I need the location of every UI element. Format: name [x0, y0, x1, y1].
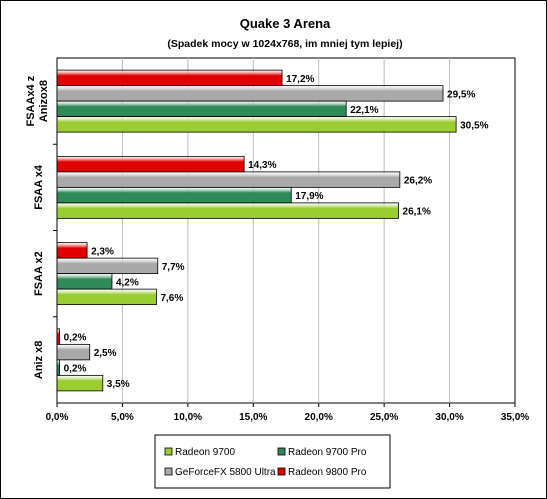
data-label: 22,1% [350, 105, 378, 116]
legend-swatch [277, 467, 286, 476]
x-tick-label: 30,0% [435, 412, 463, 423]
data-label: 0,2% [64, 333, 87, 344]
data-label: 7,6% [160, 293, 183, 304]
bar [56, 359, 61, 376]
data-label: 3,5% [107, 379, 130, 390]
data-label: 0,2% [64, 364, 87, 375]
bar [56, 116, 457, 133]
bar [56, 155, 245, 173]
x-tick-label: 15,0% [239, 412, 267, 423]
data-label: 4,2% [116, 277, 139, 288]
legend-box [154, 434, 391, 489]
legend-label: Radeon 9700 Pro [288, 447, 367, 458]
x-tick-label: 25,0% [370, 412, 398, 423]
data-label: 30,5% [460, 120, 488, 131]
data-label: 26,1% [403, 207, 431, 218]
category-label: Aniz x8 [33, 341, 45, 380]
data-label: 14,3% [248, 160, 276, 171]
x-axis: 0,0% 5,0% 10,0% 15,0% 20,0% 25,0% 30,0% 35,0% [46, 403, 529, 423]
bar [56, 343, 91, 361]
data-label: 2,3% [91, 246, 114, 257]
category-label: FSAA x4 [33, 164, 45, 210]
chart-title: Quake 3 Arena [240, 16, 331, 31]
data-label: 29,5% [447, 89, 475, 100]
bar [56, 202, 399, 219]
legend: Radeon 9700 Radeon 9700 Pro GeForceFX 5800… [154, 434, 391, 489]
legend-label: GeForceFX 5800 Ultra [175, 467, 276, 478]
bar [56, 273, 113, 290]
bar [56, 288, 157, 306]
bar [56, 171, 401, 188]
category-label: FSAA x2 [33, 251, 45, 296]
legend-label: Radeon 9700 [175, 447, 235, 458]
bar [56, 85, 444, 102]
bar [56, 257, 159, 275]
x-tick-label: 20,0% [305, 412, 333, 423]
bar [56, 374, 104, 392]
bar [56, 328, 61, 345]
data-label: 26,2% [404, 176, 432, 187]
bar [56, 242, 88, 259]
y-axis: FSAAx4 zAnizox8 FSAA x4 FSAA x2 Aniz x8 [25, 75, 57, 379]
bar [56, 69, 283, 87]
bar [56, 186, 292, 204]
x-tick-label: 10,0% [174, 412, 202, 423]
legend-swatch [164, 467, 173, 476]
bars: 17,2% 29,5% 22,1% 30,5% 14,3% 26,2% 17,9% 26,1%… [56, 69, 489, 392]
legend-swatch [164, 447, 173, 456]
data-label: 2,5% [94, 348, 117, 359]
chart-subtitle: (Spadek mocy w 1024x768, im mniej tym le… [167, 38, 402, 50]
data-label: 17,2% [286, 74, 314, 85]
category-label: FSAAx4 zAnizox8 [25, 75, 50, 126]
x-tick-label: 0,0% [46, 412, 69, 423]
legend-label: Radeon 9800 Pro [288, 467, 367, 478]
data-label: 17,9% [295, 191, 323, 202]
bar [56, 100, 347, 118]
legend-swatch [277, 447, 286, 456]
x-tick-label: 5,0% [111, 412, 134, 423]
x-tick-label: 35,0% [501, 412, 529, 423]
data-label: 7,7% [162, 262, 185, 273]
